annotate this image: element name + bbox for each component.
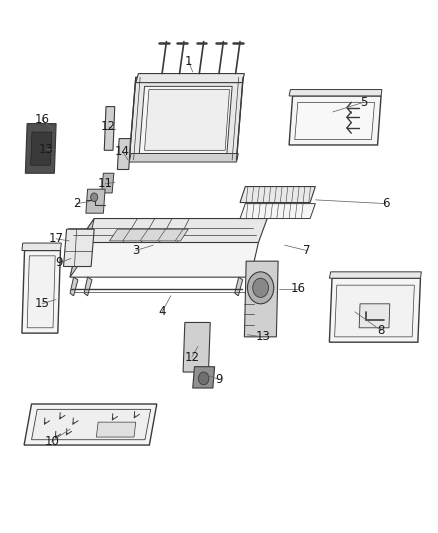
Circle shape xyxy=(247,272,274,304)
Text: 4: 4 xyxy=(158,305,166,318)
Polygon shape xyxy=(78,219,267,243)
Polygon shape xyxy=(110,229,188,241)
Polygon shape xyxy=(25,124,56,173)
Text: 9: 9 xyxy=(55,256,63,269)
Polygon shape xyxy=(22,243,61,251)
Polygon shape xyxy=(240,204,315,219)
Text: 15: 15 xyxy=(35,297,49,310)
Text: 13: 13 xyxy=(255,330,270,343)
Polygon shape xyxy=(240,187,315,203)
Text: 17: 17 xyxy=(49,232,64,245)
Text: 2: 2 xyxy=(73,197,81,210)
Text: 11: 11 xyxy=(98,177,113,190)
Polygon shape xyxy=(32,409,151,440)
Text: 16: 16 xyxy=(35,114,49,126)
Polygon shape xyxy=(104,107,115,150)
Polygon shape xyxy=(235,277,243,296)
Circle shape xyxy=(253,278,268,297)
Polygon shape xyxy=(22,251,60,333)
Polygon shape xyxy=(86,189,105,213)
Circle shape xyxy=(91,193,98,201)
Polygon shape xyxy=(139,86,232,154)
Polygon shape xyxy=(246,277,253,296)
Polygon shape xyxy=(70,243,258,277)
Text: 10: 10 xyxy=(44,435,59,448)
Polygon shape xyxy=(329,272,421,278)
Polygon shape xyxy=(289,90,382,96)
Text: 13: 13 xyxy=(39,143,53,156)
Polygon shape xyxy=(27,256,55,328)
Polygon shape xyxy=(145,90,230,150)
Text: 14: 14 xyxy=(115,145,130,158)
Polygon shape xyxy=(129,154,238,162)
Text: 16: 16 xyxy=(290,282,305,295)
Circle shape xyxy=(198,372,209,385)
Polygon shape xyxy=(289,96,381,145)
Text: 3: 3 xyxy=(132,244,139,257)
Polygon shape xyxy=(117,139,131,169)
Polygon shape xyxy=(24,404,157,445)
Polygon shape xyxy=(70,277,78,296)
Polygon shape xyxy=(70,219,94,277)
Polygon shape xyxy=(129,77,243,160)
Polygon shape xyxy=(335,285,414,337)
Text: 6: 6 xyxy=(381,197,389,210)
Polygon shape xyxy=(96,422,136,437)
Text: 12: 12 xyxy=(101,120,116,133)
Polygon shape xyxy=(359,304,390,328)
Polygon shape xyxy=(295,102,374,140)
Polygon shape xyxy=(64,229,94,266)
Polygon shape xyxy=(136,74,244,83)
Text: 8: 8 xyxy=(378,324,385,337)
Polygon shape xyxy=(244,261,278,337)
Text: 9: 9 xyxy=(215,373,223,386)
Polygon shape xyxy=(102,173,114,193)
Polygon shape xyxy=(329,278,420,342)
Polygon shape xyxy=(183,322,210,372)
Text: 1: 1 xyxy=(184,55,192,68)
Text: 7: 7 xyxy=(303,244,311,257)
Polygon shape xyxy=(31,132,52,165)
Text: 5: 5 xyxy=(360,96,367,109)
Text: 12: 12 xyxy=(184,351,199,364)
Polygon shape xyxy=(84,277,92,296)
Polygon shape xyxy=(193,367,215,388)
